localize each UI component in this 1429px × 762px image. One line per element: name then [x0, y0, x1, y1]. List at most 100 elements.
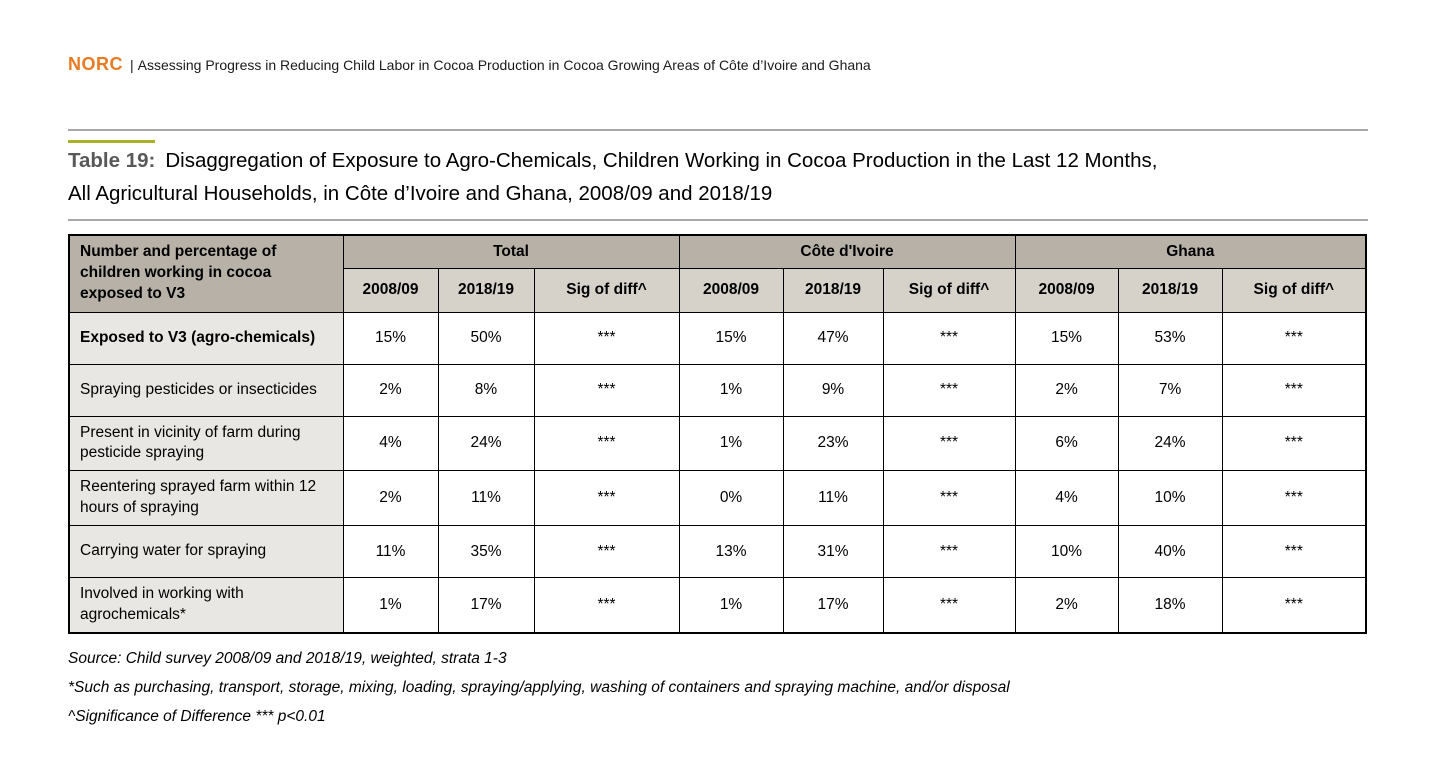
data-cell: *** — [882, 415, 1016, 472]
stub-header-cell: Number and percentage of children workin… — [68, 234, 344, 313]
footnotes: Source: Child survey 2008/09 and 2018/19… — [68, 644, 1368, 731]
data-cell: 4% — [342, 415, 439, 472]
data-cell: 2% — [342, 363, 439, 417]
data-cell: *** — [1221, 525, 1367, 579]
data-cell: 4% — [1014, 470, 1119, 527]
data-cell: 13% — [678, 525, 784, 579]
data-cell: 17% — [437, 577, 535, 634]
data-cell: 11% — [782, 470, 884, 527]
data-cell: 10% — [1117, 470, 1223, 527]
horizontal-rule-top — [68, 129, 1368, 131]
data-cell: *** — [533, 363, 680, 417]
data-cell: 0% — [678, 470, 784, 527]
data-cell: 15% — [678, 311, 784, 365]
data-cell: 1% — [678, 577, 784, 634]
data-cell: 31% — [782, 525, 884, 579]
data-cell: 15% — [1014, 311, 1119, 365]
data-cell: 40% — [1117, 525, 1223, 579]
data-cell: 50% — [437, 311, 535, 365]
data-cell: 10% — [1014, 525, 1119, 579]
table-row: Present in vicinity of farm during pesti… — [68, 415, 1367, 472]
table-row: Carrying water for spraying 11% 35% *** 13% 3… — [68, 525, 1367, 579]
asterisk-note: *Such as purchasing, transport, storage,… — [68, 679, 1010, 697]
row-label: Present in vicinity of farm during pesti… — [68, 415, 344, 472]
data-cell: 23% — [782, 415, 884, 472]
table-group-header-row: Number and percentage of children workin… — [68, 234, 1367, 313]
data-cell: 1% — [678, 415, 784, 472]
subheader-ci-2018: 2018/19 — [782, 267, 884, 313]
data-cell: 24% — [1117, 415, 1223, 472]
table-caption: Table 19: Disaggregation of Exposure to A… — [68, 140, 1368, 210]
data-cell: 15% — [342, 311, 439, 365]
row-label: Spraying pesticides or insecticides — [68, 363, 344, 417]
significance-note: ^Significance of Difference *** p<0.01 — [68, 708, 326, 726]
horizontal-rule-bottom — [68, 219, 1368, 221]
subheader-gh-sig: Sig of diff^ — [1221, 267, 1367, 313]
subheader-total-2008: 2008/09 — [342, 267, 439, 313]
table-row: Reentering sprayed farm within 12 hours … — [68, 470, 1367, 527]
row-label: Reentering sprayed farm within 12 hours … — [68, 470, 344, 527]
row-label: Exposed to V3 (agro-chemicals) — [68, 311, 344, 365]
running-header: NORC | Assessing Progress in Reducing Chil… — [68, 54, 1368, 75]
subheader-total-2018: 2018/19 — [437, 267, 535, 313]
data-cell: 7% — [1117, 363, 1223, 417]
exposure-table: Number and percentage of children workin… — [68, 234, 1368, 635]
data-cell: 6% — [1014, 415, 1119, 472]
source-note: Source: Child survey 2008/09 and 2018/19… — [68, 650, 507, 668]
data-cell: 17% — [782, 577, 884, 634]
table-number-label: Table 19: — [68, 140, 156, 177]
data-cell: *** — [882, 470, 1016, 527]
page-content: NORC | Assessing Progress in Reducing Chil… — [68, 0, 1368, 731]
data-cell: 53% — [1117, 311, 1223, 365]
group-header-ghana: Ghana — [1014, 234, 1367, 269]
data-cell: *** — [1221, 311, 1367, 365]
table-caption-text: Disaggregation of Exposure to Agro-Chemi… — [165, 149, 1158, 172]
data-cell: *** — [533, 577, 680, 634]
data-cell: 1% — [342, 577, 439, 634]
table-row: Spraying pesticides or insecticides 2% 8% *… — [68, 363, 1367, 417]
subheader-ci-2008: 2008/09 — [678, 267, 784, 313]
data-cell: 11% — [437, 470, 535, 527]
subheader-gh-2008: 2008/09 — [1014, 267, 1119, 313]
data-cell: *** — [1221, 363, 1367, 417]
data-cell: 11% — [342, 525, 439, 579]
group-header-cote-divoire: Côte d'Ivoire — [678, 234, 1016, 269]
data-cell: *** — [533, 415, 680, 472]
table-row: Involved in working with agrochemicals* 1… — [68, 577, 1367, 634]
subheader-gh-2018: 2018/19 — [1117, 267, 1223, 313]
data-cell: *** — [533, 525, 680, 579]
data-cell: 1% — [678, 363, 784, 417]
data-cell: *** — [1221, 470, 1367, 527]
data-cell: 8% — [437, 363, 535, 417]
data-cell: 2% — [1014, 363, 1119, 417]
data-cell: *** — [1221, 577, 1367, 634]
norc-logo: NORC — [68, 54, 123, 74]
row-label: Carrying water for spraying — [68, 525, 344, 579]
data-cell: 35% — [437, 525, 535, 579]
data-cell: 2% — [342, 470, 439, 527]
data-cell: 24% — [437, 415, 535, 472]
table-caption-line1: Table 19: Disaggregation of Exposure to A… — [68, 140, 1368, 177]
running-header-title: Assessing Progress in Reducing Child Lab… — [137, 57, 871, 73]
row-label: Involved in working with agrochemicals* — [68, 577, 344, 634]
data-cell: 2% — [1014, 577, 1119, 634]
data-cell: *** — [882, 363, 1016, 417]
table-subheader-row: 2008/09 2018/19 Sig of diff^ 2008/09 201… — [69, 267, 1367, 313]
table-row: Exposed to V3 (agro-chemicals) 15% 50% *** 1… — [68, 311, 1367, 365]
data-cell: 18% — [1117, 577, 1223, 634]
subheader-total-sig: Sig of diff^ — [533, 267, 680, 313]
data-cell: *** — [533, 311, 680, 365]
group-header-total: Total — [342, 234, 680, 269]
subheader-ci-sig: Sig of diff^ — [882, 267, 1016, 313]
data-cell: *** — [1221, 415, 1367, 472]
data-cell: 9% — [782, 363, 884, 417]
data-cell: 47% — [782, 311, 884, 365]
table-caption-line2: All Agricultural Households, in Côte d’I… — [68, 182, 773, 205]
data-cell: *** — [533, 470, 680, 527]
table-body: Exposed to V3 (agro-chemicals) 15% 50% *** 1… — [68, 311, 1367, 634]
data-cell: *** — [882, 577, 1016, 634]
data-cell: *** — [882, 311, 1016, 365]
header-separator: | — [130, 57, 134, 73]
data-cell: *** — [882, 525, 1016, 579]
